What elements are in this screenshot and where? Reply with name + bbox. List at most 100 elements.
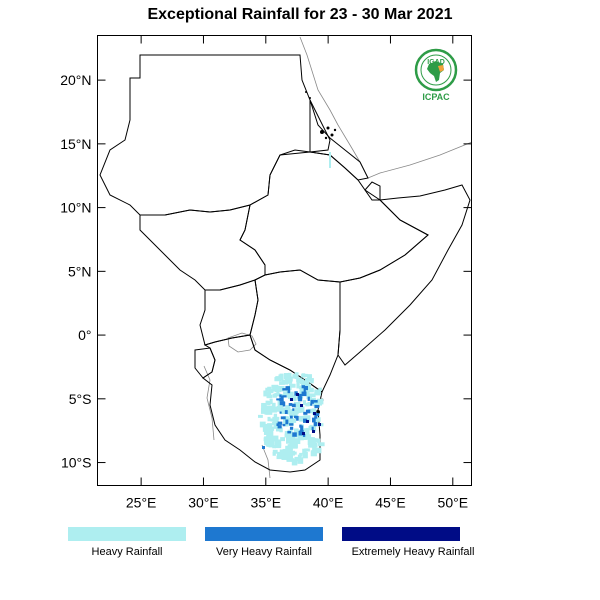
logo-top-text: IGAD	[427, 59, 445, 66]
lake-tanganyika-outline	[203, 365, 215, 441]
eritrea-outline	[309, 99, 369, 181]
extreme-rain-cell	[312, 430, 315, 433]
lon-tick-label: 35°E	[251, 495, 282, 511]
longitude-ticks: 25°E 30°E 35°E 40°E 45°E 50°E	[126, 35, 468, 511]
heavy-rain-cell	[273, 413, 278, 419]
very-heavy-rain-cell	[277, 425, 282, 429]
very-heavy-rain-cell	[292, 432, 297, 437]
very-heavy-rain-cell	[279, 394, 282, 398]
heavy-rain-cell	[263, 403, 267, 407]
heavy-rain-cell	[297, 454, 302, 461]
heavy-rain-cell	[285, 378, 293, 384]
heavy-rain-cell	[305, 427, 310, 435]
heavy-rain-cell	[307, 402, 312, 407]
very-heavy-rain-cell	[276, 398, 281, 401]
heavy-rain-cell	[275, 426, 282, 432]
heavy-rain-cell	[306, 434, 312, 440]
heavy-rain-cell	[313, 402, 318, 407]
heavy-rain-cell	[286, 392, 291, 397]
heavy-rain-cell	[314, 418, 319, 424]
very-heavy-rain-cell	[313, 422, 318, 427]
heavy-rain-cell	[302, 400, 307, 406]
legend-label-very-heavy: Very Heavy Rainfall	[216, 546, 312, 558]
heavy-rain-cell	[284, 433, 291, 438]
heavy-rain-cell	[310, 380, 314, 384]
heavy-rain-cell	[315, 447, 322, 454]
country-boundaries	[99, 54, 471, 473]
heavy-rain-cell	[274, 442, 282, 449]
heavy-rain-cell	[263, 428, 271, 435]
heavy-rain-cell	[293, 428, 299, 436]
heavy-rain-cell	[272, 416, 280, 420]
very-heavy-rain-cell	[294, 415, 298, 419]
very-heavy-rain-cell	[303, 418, 308, 423]
heavy-rain-cell	[283, 419, 288, 426]
heavy-rain-cell	[302, 428, 307, 433]
tanzania-outline	[202, 334, 323, 473]
legend-swatch-extreme	[342, 527, 460, 541]
heavy-rain-cell	[309, 424, 313, 431]
heavy-rain-cell	[297, 457, 304, 464]
heavy-rain-cell	[291, 459, 298, 466]
heavy-rain-cell	[272, 445, 276, 449]
logo-bottom-text: ICPAC	[422, 92, 450, 102]
heavy-rain-cell	[299, 380, 306, 385]
very-heavy-rain-cell	[298, 393, 302, 397]
heavy-rain-cell	[316, 438, 321, 443]
heavy-rain-cell	[287, 458, 295, 462]
heavy-rain-cell	[270, 426, 275, 431]
heavy-rain-cell	[307, 374, 312, 379]
lat-tick-label: 10°N	[60, 200, 91, 216]
map-frame	[97, 35, 472, 486]
map-title: Exceptional Rainfall for 23 - 30 Mar 202…	[147, 6, 453, 23]
lon-tick-label: 40°E	[313, 495, 344, 511]
very-heavy-rain-cell	[301, 391, 307, 397]
extreme-rain-cell	[300, 404, 303, 407]
very-heavy-rain-cell	[303, 385, 308, 391]
heavy-rain-cell	[271, 384, 279, 389]
heavy-rain-cell	[303, 381, 310, 388]
heavy-rain-cell	[269, 429, 274, 436]
heavy-rain-cell	[309, 378, 314, 382]
very-heavy-rain-cell	[279, 401, 285, 406]
heavy-rain-cell	[317, 417, 321, 422]
heavy-rain-cell	[285, 405, 291, 412]
heavy-rain-cell	[310, 450, 317, 457]
very-heavy-rain-cell	[287, 388, 291, 394]
heavy-rain-cell	[276, 455, 282, 460]
very-heavy-rain-cell	[297, 396, 300, 399]
lat-tick-label: 20°N	[60, 72, 91, 88]
heavy-rain-cell	[263, 390, 267, 397]
extreme-rain-cell	[296, 393, 299, 396]
legend-label-extreme: Extremely Heavy Rainfall	[351, 546, 475, 558]
heavy-rain-cell	[276, 405, 284, 412]
heavy-rain-cell	[294, 456, 299, 462]
extreme-rain-cell	[302, 432, 305, 435]
heavy-rain-cell	[258, 414, 263, 418]
extreme-rain-cell	[313, 412, 316, 415]
extreme-rain-cell	[318, 423, 321, 426]
very-heavy-rain-cell	[282, 395, 287, 398]
heavy-rain-cell	[266, 434, 274, 440]
heavy-rain-cell	[302, 448, 307, 455]
djibouti-outline	[364, 181, 381, 201]
heavy-rain-cell	[305, 402, 310, 407]
heavy-rain-cell	[317, 442, 325, 447]
very-heavy-rain-cell	[310, 403, 313, 406]
lon-tick-label: 45°E	[375, 495, 406, 511]
heavy-rain-cell	[272, 419, 279, 426]
heavy-rain-cell	[264, 408, 269, 415]
heavy-rain-cell	[314, 389, 322, 396]
lat-tick-label: 15°N	[60, 136, 91, 152]
heavy-rain-cell	[287, 444, 293, 451]
heavy-rain-cell	[289, 438, 295, 445]
very-heavy-rain-cell	[307, 396, 310, 401]
heavy-rain-cell	[312, 425, 317, 432]
sudan-outline	[99, 54, 331, 216]
heavy-rain-cell	[269, 398, 273, 405]
extreme-rain-cell	[290, 398, 293, 401]
heavy-rain-cell	[300, 435, 307, 440]
very-heavy-rain-cell	[276, 423, 279, 426]
very-heavy-rain-cell	[289, 426, 294, 430]
